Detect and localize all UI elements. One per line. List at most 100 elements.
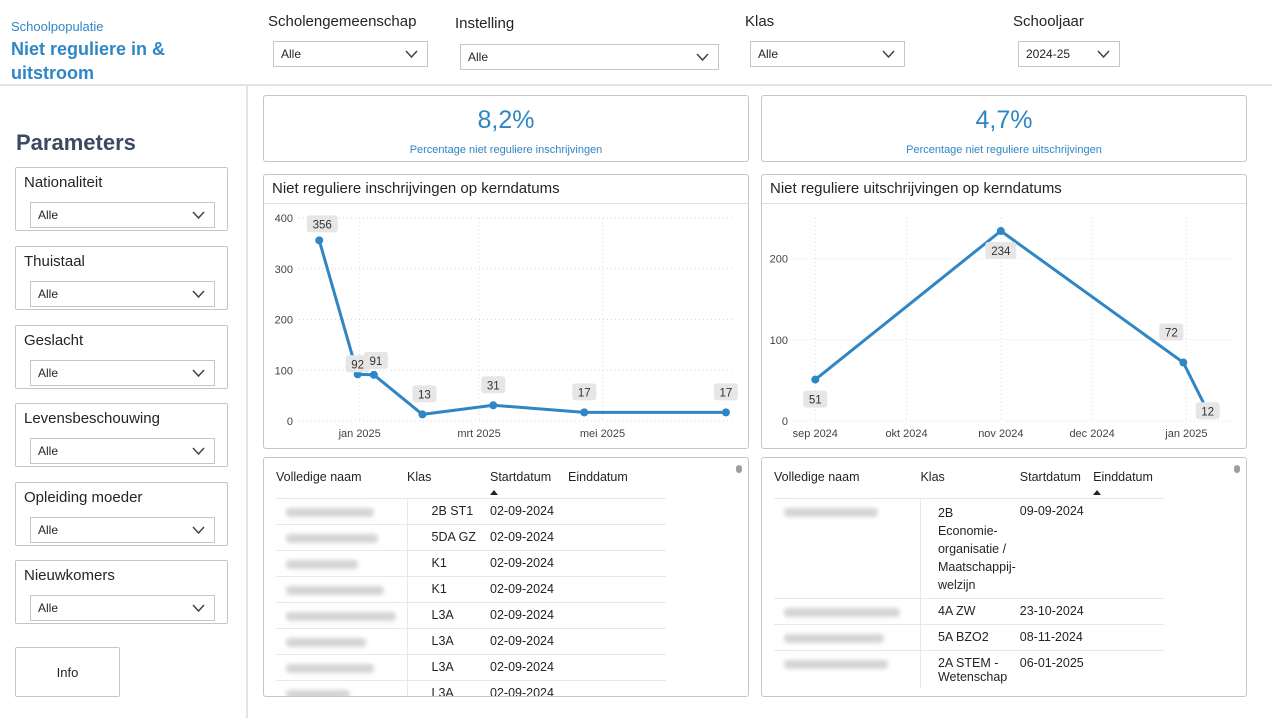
chevron-down-icon <box>192 211 205 220</box>
y-tick-label: 100 <box>770 335 788 347</box>
cell-eind <box>568 525 666 551</box>
table-row[interactable]: K1 02-09-2024 <box>276 550 666 577</box>
table-row[interactable]: L3A 02-09-2024 <box>276 680 666 697</box>
table-row[interactable]: 5A BZO2 08-11-2024 <box>774 624 1164 651</box>
cell-start: 23-10-2024 <box>1019 604 1084 618</box>
chevron-down-icon <box>192 290 205 299</box>
table-row[interactable]: L3A 02-09-2024 <box>276 628 666 655</box>
table-row[interactable]: K1 02-09-2024 <box>276 576 666 603</box>
cell-start: 02-09-2024 <box>490 686 554 697</box>
cell-start: 06-01-2025 <box>1019 656 1084 670</box>
data-point[interactable] <box>489 401 498 410</box>
param-nationaliteit: Nationaliteit Alle <box>15 167 228 231</box>
chevron-down-icon <box>696 53 709 62</box>
cell-start: 02-09-2024 <box>490 660 554 674</box>
table-card-uitschrijvingen: Volledige naam Klas Startdatum Einddatum… <box>761 457 1247 697</box>
kpi-card-uitschrijvingen: 4,7% Percentage niet reguliere uitschrij… <box>761 95 1247 162</box>
redacted-name <box>286 612 396 621</box>
column-header-label: Einddatum <box>568 470 628 484</box>
kpi-label: Percentage niet reguliere uitschrijvinge… <box>906 144 1102 156</box>
param-dropdown[interactable]: Alle <box>30 281 215 307</box>
y-tick-label: 300 <box>275 264 293 276</box>
column-header-naam[interactable]: Volledige naam <box>774 470 920 499</box>
instelling-dropdown[interactable]: Alle <box>460 44 719 70</box>
column-header-einddatum[interactable]: Einddatum <box>568 470 666 499</box>
table-row[interactable]: L3A 02-09-2024 <box>276 654 666 681</box>
scholengemeenschap-dropdown[interactable]: Alle <box>273 41 428 67</box>
series-line <box>814 229 1210 412</box>
column-header-klas[interactable]: Klas <box>407 470 490 499</box>
y-tick-label: 400 <box>275 213 293 225</box>
info-button[interactable]: Info <box>15 647 120 697</box>
data-point[interactable] <box>580 408 589 417</box>
y-tick-label: 200 <box>770 254 788 266</box>
cell-naam <box>276 551 407 577</box>
column-header-klas[interactable]: Klas <box>920 470 1019 499</box>
x-tick-label: jan 2025 <box>1164 428 1207 440</box>
redacted-name <box>784 634 884 643</box>
sidebar-divider <box>246 86 248 718</box>
param-dropdown[interactable]: Alle <box>30 438 215 464</box>
table-row[interactable]: 2B Economie-organisatie / Maatschappij-w… <box>774 498 1164 599</box>
param-value: Alle <box>38 523 59 537</box>
cell-klas: 4A ZW <box>919 598 1020 625</box>
data-point[interactable] <box>369 370 378 379</box>
klas-value: Alle <box>758 47 779 61</box>
data-label-bg <box>306 215 338 233</box>
table-row[interactable]: 2A STEM - Wetenschap 06-01-2025 <box>774 650 1164 688</box>
table-row[interactable]: 4A ZW 23-10-2024 <box>774 598 1164 625</box>
column-header-startdatum[interactable]: Startdatum <box>490 470 568 499</box>
table-row[interactable]: 5DA GZ 02-09-2024 <box>276 524 666 551</box>
param-dropdown[interactable]: Alle <box>30 595 215 621</box>
chevron-down-icon <box>192 526 205 535</box>
param-nieuwkomers: Nieuwkomers Alle <box>15 560 228 624</box>
series-line <box>317 239 726 416</box>
chart-title: Niet reguliere uitschrijvingen op kernda… <box>770 180 1062 197</box>
cell-klas: 2A STEM - Wetenschap <box>919 650 1020 688</box>
cell-eind <box>568 551 666 577</box>
column-header-naam[interactable]: Volledige naam <box>276 470 407 499</box>
kpi-value: 4,7% <box>975 106 1033 134</box>
y-tick-label: 0 <box>782 416 788 428</box>
redacted-name <box>784 608 900 617</box>
param-dropdown[interactable]: Alle <box>30 517 215 543</box>
data-point[interactable] <box>721 408 730 417</box>
table-row[interactable]: L3A 02-09-2024 <box>276 602 666 629</box>
page-title-line1: Niet reguliere in & <box>11 39 166 59</box>
param-dropdown[interactable]: Alle <box>30 202 215 228</box>
breadcrumb[interactable]: Schoolpopulatie <box>11 19 104 34</box>
redacted-name <box>286 664 374 673</box>
param-dropdown[interactable]: Alle <box>30 360 215 386</box>
data-label-bg <box>1195 402 1220 420</box>
data-point[interactable] <box>996 226 1005 235</box>
table-row[interactable]: 2B ST1 02-09-2024 <box>276 498 666 525</box>
data-label: 356 <box>313 219 332 231</box>
schooljaar-dropdown[interactable]: 2024-25 <box>1018 41 1120 67</box>
scrollbar-thumb[interactable] <box>736 465 742 473</box>
redacted-name <box>286 534 378 543</box>
column-header-startdatum[interactable]: Startdatum <box>1020 470 1093 499</box>
scrollbar-thumb[interactable] <box>1234 465 1240 473</box>
data-point[interactable] <box>811 375 820 384</box>
cell-start: 02-09-2024 <box>490 504 554 518</box>
cell-klas: 2B ST1 <box>406 498 490 525</box>
klas-dropdown[interactable]: Alle <box>750 41 905 67</box>
data-label: 31 <box>487 380 500 392</box>
data-label-bg <box>713 383 738 401</box>
schooljaar-value: 2024-25 <box>1026 47 1071 61</box>
page-title-line2: uitstroom <box>11 63 94 83</box>
uitschrijvingen-line-chart: 0 100 200 sep 2024 okt 2024 nov 2024 dec 2024 j… <box>770 218 1232 440</box>
param-label: Levensbeschouwing <box>24 410 160 427</box>
data-point[interactable] <box>315 236 324 245</box>
x-tick-label: mei 2025 <box>580 428 625 440</box>
x-tick-label: sep 2024 <box>793 428 838 440</box>
data-point[interactable] <box>418 410 427 419</box>
redacted-name <box>286 638 366 647</box>
param-thuistaal: Thuistaal Alle <box>15 246 228 310</box>
chart-card-inschrijvingen: Niet reguliere inschrijvingen op kerndat… <box>263 174 749 449</box>
chevron-down-icon <box>192 604 205 613</box>
data-point[interactable] <box>1179 358 1188 367</box>
cell-eind <box>568 577 666 603</box>
cell-klas: 5A BZO2 <box>919 624 1020 651</box>
column-header-einddatum[interactable]: Einddatum <box>1093 470 1164 499</box>
